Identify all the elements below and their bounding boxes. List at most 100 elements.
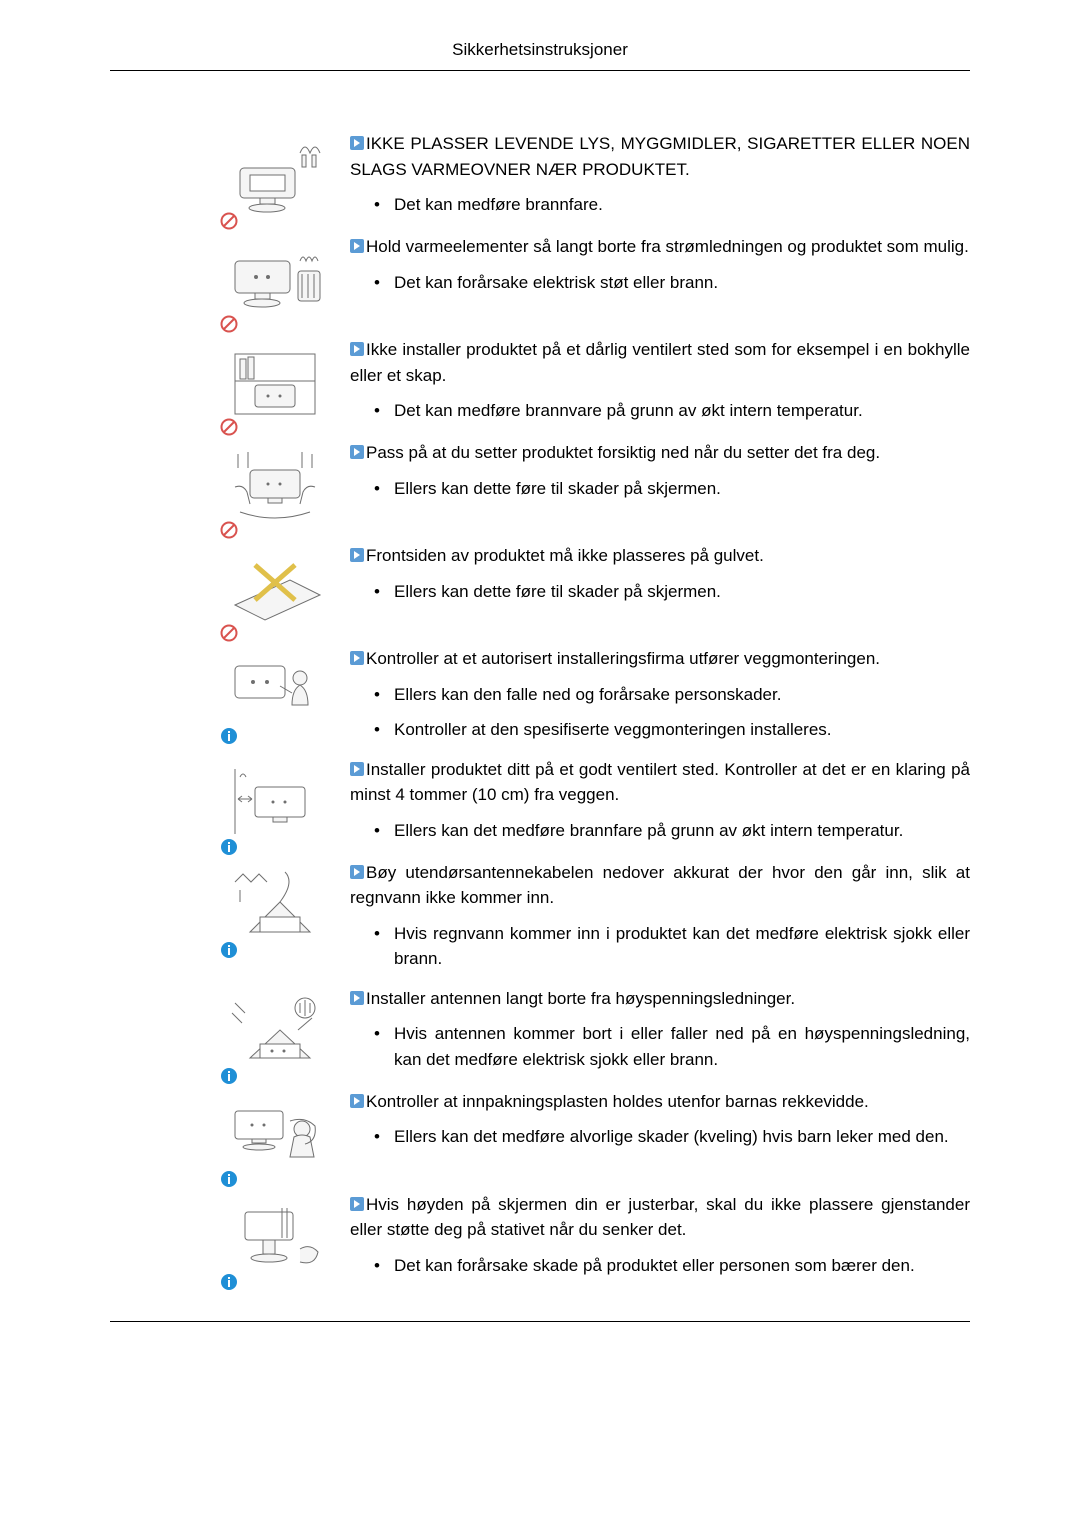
main-instruction-label: Hold varmeelementer så langt borte fra s… xyxy=(366,237,969,256)
info-badge-icon xyxy=(220,838,238,856)
main-instruction-text: Hvis høyden på skjermen din er justerbar… xyxy=(350,1192,970,1243)
text-column: Bøy utendørsantennekabelen nedover akkur… xyxy=(350,860,970,982)
instruction-item: Hvis høyden på skjermen din er justerbar… xyxy=(220,1192,970,1291)
sub-bullet: •Ellers kan dette føre til skader på skj… xyxy=(350,579,970,605)
bullet-icon xyxy=(350,1094,364,1108)
bullet-icon xyxy=(350,445,364,459)
bullet-icon xyxy=(350,239,364,253)
illustration-icon xyxy=(220,133,330,218)
sub-bullet-text: Kontroller at den spesifiserte veggmonte… xyxy=(394,717,970,743)
sub-bullet-text: Ellers kan det medføre brannfare på grun… xyxy=(394,818,970,844)
bullet-icon xyxy=(350,865,364,879)
bullet-dot: • xyxy=(374,717,394,743)
sub-bullet-text: Ellers kan dette føre til skader på skje… xyxy=(394,579,970,605)
text-column: Kontroller at et autorisert installering… xyxy=(350,646,970,753)
sub-bullet-text: Det kan forårsake skade på produktet ell… xyxy=(394,1253,970,1279)
instruction-item: Installer antennen langt borte fra høysp… xyxy=(220,986,970,1085)
bullet-dot: • xyxy=(374,398,394,424)
prohibit-badge-icon xyxy=(220,212,238,230)
bullet-icon xyxy=(350,342,364,356)
illustration-column xyxy=(220,234,350,333)
page: Sikkerhetsinstruksjoner IKKE PLASSER LEV… xyxy=(0,0,1080,1382)
info-badge-icon xyxy=(220,727,238,745)
bullet-dot: • xyxy=(374,1253,394,1279)
main-instruction-label: Frontsiden av produktet må ikke plassere… xyxy=(366,546,764,565)
illustration-column xyxy=(220,337,350,436)
main-instruction-text: Frontsiden av produktet må ikke plassere… xyxy=(350,543,970,569)
bullet-dot: • xyxy=(374,921,394,972)
illustration-column xyxy=(220,543,350,642)
bullet-dot: • xyxy=(374,1124,394,1150)
main-instruction-text: Hold varmeelementer så langt borte fra s… xyxy=(350,234,970,260)
prohibit-badge-icon xyxy=(220,624,238,642)
sub-bullet-text: Ellers kan den falle ned og forårsake pe… xyxy=(394,682,970,708)
header-title: Sikkerhetsinstruksjoner xyxy=(452,40,628,59)
text-column: Pass på at du setter produktet forsiktig… xyxy=(350,440,970,511)
text-column: Frontsiden av produktet må ikke plassere… xyxy=(350,543,970,614)
main-instruction-label: Ikke installer produktet på et dårlig ve… xyxy=(350,340,970,385)
illustration-icon xyxy=(220,236,330,321)
bullet-icon xyxy=(350,136,364,150)
bullet-dot: • xyxy=(374,192,394,218)
bullet-icon xyxy=(350,651,364,665)
info-badge-icon xyxy=(220,1170,238,1188)
main-instruction-text: Pass på at du setter produktet forsiktig… xyxy=(350,440,970,466)
text-column: Hold varmeelementer så langt borte fra s… xyxy=(350,234,970,305)
main-instruction-text: Installer produktet ditt på et godt vent… xyxy=(350,757,970,808)
main-instruction-text: Ikke installer produktet på et dårlig ve… xyxy=(350,337,970,388)
sub-bullet: •Hvis regnvann kommer inn i produktet ka… xyxy=(350,921,970,972)
text-column: Ikke installer produktet på et dårlig ve… xyxy=(350,337,970,434)
illustration-column xyxy=(220,860,350,959)
illustration-column xyxy=(220,1192,350,1291)
sub-bullet: •Ellers kan den falle ned og forårsake p… xyxy=(350,682,970,708)
text-column: Installer antennen langt borte fra høysp… xyxy=(350,986,970,1083)
sub-bullet-text: Hvis antennen kommer bort i eller faller… xyxy=(394,1021,970,1072)
main-instruction-label: Kontroller at innpakningsplasten holdes … xyxy=(366,1092,869,1111)
info-badge-icon xyxy=(220,1067,238,1085)
main-instruction-label: Bøy utendørsantennekabelen nedover akkur… xyxy=(350,863,970,908)
bullet-dot: • xyxy=(374,270,394,296)
main-instruction-label: Pass på at du setter produktet forsiktig… xyxy=(366,443,880,462)
main-instruction-label: Installer produktet ditt på et godt vent… xyxy=(350,760,970,805)
bullet-dot: • xyxy=(374,682,394,708)
illustration-column xyxy=(220,131,350,230)
instruction-item: Pass på at du setter produktet forsiktig… xyxy=(220,440,970,539)
bullet-dot: • xyxy=(374,818,394,844)
sub-bullet: •Kontroller at den spesifiserte veggmont… xyxy=(350,717,970,743)
illustration-column xyxy=(220,757,350,856)
sub-bullet: •Ellers kan det medføre brannfare på gru… xyxy=(350,818,970,844)
bullet-icon xyxy=(350,762,364,776)
text-column: Installer produktet ditt på et godt vent… xyxy=(350,757,970,854)
sub-bullet: •Det kan forårsake elektrisk støt eller … xyxy=(350,270,970,296)
bullet-dot: • xyxy=(374,476,394,502)
sub-bullet-text: Det kan medføre brannfare. xyxy=(394,192,970,218)
sub-bullet-text: Det kan forårsake elektrisk støt eller b… xyxy=(394,270,970,296)
illustration-icon xyxy=(220,988,330,1073)
illustration-column xyxy=(220,1089,350,1188)
main-instruction-text: IKKE PLASSER LEVENDE LYS, MYGGMIDLER, SI… xyxy=(350,131,970,182)
info-badge-icon xyxy=(220,941,238,959)
illustration-icon xyxy=(220,1194,330,1279)
instruction-item: Hold varmeelementer så langt borte fra s… xyxy=(220,234,970,333)
prohibit-badge-icon xyxy=(220,315,238,333)
text-column: Hvis høyden på skjermen din er justerbar… xyxy=(350,1192,970,1289)
main-instruction-label: Installer antennen langt borte fra høysp… xyxy=(366,989,795,1008)
page-header: Sikkerhetsinstruksjoner xyxy=(110,40,970,71)
main-instruction-text: Installer antennen langt borte fra høysp… xyxy=(350,986,970,1012)
main-instruction-label: Kontroller at et autorisert installering… xyxy=(366,649,880,668)
illustration-icon xyxy=(220,648,330,733)
sub-bullet-text: Det kan medføre brannvare på grunn av øk… xyxy=(394,398,970,424)
main-instruction-text: Kontroller at innpakningsplasten holdes … xyxy=(350,1089,970,1115)
prohibit-badge-icon xyxy=(220,521,238,539)
info-badge-icon xyxy=(220,1273,238,1291)
main-instruction-text: Kontroller at et autorisert installering… xyxy=(350,646,970,672)
instruction-item: Kontroller at innpakningsplasten holdes … xyxy=(220,1089,970,1188)
sub-bullet: •Hvis antennen kommer bort i eller falle… xyxy=(350,1021,970,1072)
sub-bullet-text: Hvis regnvann kommer inn i produktet kan… xyxy=(394,921,970,972)
bullet-dot: • xyxy=(374,1021,394,1072)
instruction-item: Kontroller at et autorisert installering… xyxy=(220,646,970,753)
sub-bullet: •Det kan forårsake skade på produktet el… xyxy=(350,1253,970,1279)
content-area: IKKE PLASSER LEVENDE LYS, MYGGMIDLER, SI… xyxy=(110,131,970,1291)
instruction-item: IKKE PLASSER LEVENDE LYS, MYGGMIDLER, SI… xyxy=(220,131,970,230)
main-instruction-text: Bøy utendørsantennekabelen nedover akkur… xyxy=(350,860,970,911)
